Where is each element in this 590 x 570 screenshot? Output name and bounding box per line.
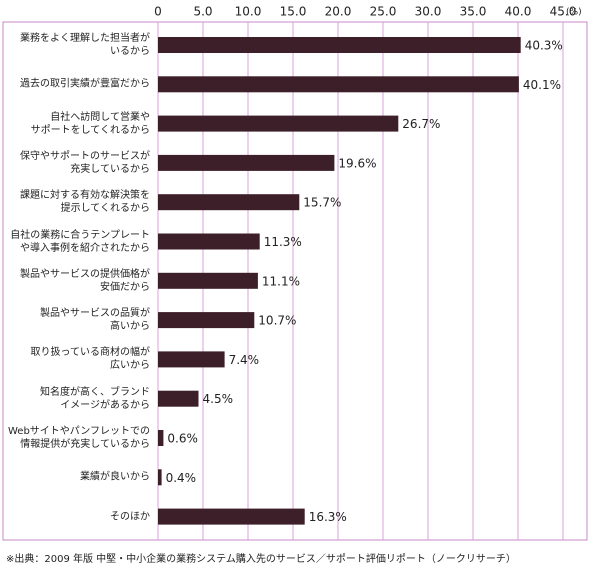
bar	[158, 508, 305, 525]
category-label: 知名度が高く、ブランド イメージがあるから	[40, 386, 150, 411]
value-label: 0.4%	[166, 471, 197, 485]
unit-label: (%)	[566, 8, 582, 18]
value-label: 11.1%	[262, 274, 300, 288]
category-label: そのほか	[110, 511, 150, 523]
x-tick-label: 25.0	[370, 5, 397, 19]
value-label: 11.3%	[264, 235, 302, 249]
x-tick-label: 45.0	[550, 5, 577, 19]
category-label: 課題に対する有効な解決策を 提示してくれるから	[20, 190, 150, 215]
bar	[158, 469, 162, 486]
bar	[158, 154, 335, 171]
category-label: 取り扱っている商材の幅が 広いから	[30, 347, 151, 372]
value-label: 19.6%	[338, 156, 376, 170]
category-label: 過去の取引実績が豊富だから	[20, 78, 150, 90]
value-label: 26.7%	[402, 117, 440, 131]
category-label: 製品やサービスの提供価格が 安価だから	[20, 268, 150, 293]
x-tick-label: 35.0	[460, 5, 487, 19]
source-note: ※出典：2009 年版 中堅・中小企業の業務システム購入先のサービス／サポート評…	[6, 554, 516, 565]
category-label: 製品やサービスの品質が 高いから	[40, 308, 150, 333]
value-label: 7.4%	[229, 353, 260, 367]
bar	[158, 390, 199, 407]
x-tick-label: 0	[154, 5, 162, 19]
category-label: 自社へ訪問して営業や サポートをしてくれるから	[30, 111, 150, 136]
x-tick-label: 15.0	[280, 5, 307, 19]
bar	[158, 351, 225, 368]
x-tick-label: 5.0	[193, 5, 212, 19]
frame	[2, 21, 588, 541]
value-label: 10.7%	[258, 314, 296, 328]
bar	[158, 194, 300, 211]
bar	[158, 233, 260, 250]
bar	[158, 312, 255, 329]
value-label: 16.3%	[309, 510, 347, 524]
x-tick-label: 10.0	[235, 5, 262, 19]
category-label: 自社の業務に合うテンプレート や導入事例を紹介されたから	[10, 229, 150, 254]
bar	[158, 272, 258, 289]
category-label: 業績が良いから	[80, 471, 150, 483]
x-tick-label: 40.0	[505, 5, 532, 19]
value-label: 40.3%	[525, 39, 563, 53]
bar	[158, 115, 399, 132]
value-label: 4.5%	[203, 392, 234, 406]
category-label: 業務をよく理解した担当者が いるから	[20, 33, 150, 57]
category-label: 保守やサポートのサービスが 充実しているから	[20, 150, 150, 175]
x-tick-label: 30.0	[415, 5, 442, 19]
bar	[158, 76, 519, 93]
bar	[158, 37, 521, 53]
value-label: 15.7%	[303, 196, 341, 210]
bar	[158, 430, 164, 446]
x-tick-label: 20.0	[325, 5, 352, 19]
value-label: 40.1%	[523, 78, 561, 92]
category-label: Webサイトやパンフレットでの 情報提供が充実しているから	[7, 426, 150, 450]
value-label: 0.6%	[167, 432, 198, 446]
